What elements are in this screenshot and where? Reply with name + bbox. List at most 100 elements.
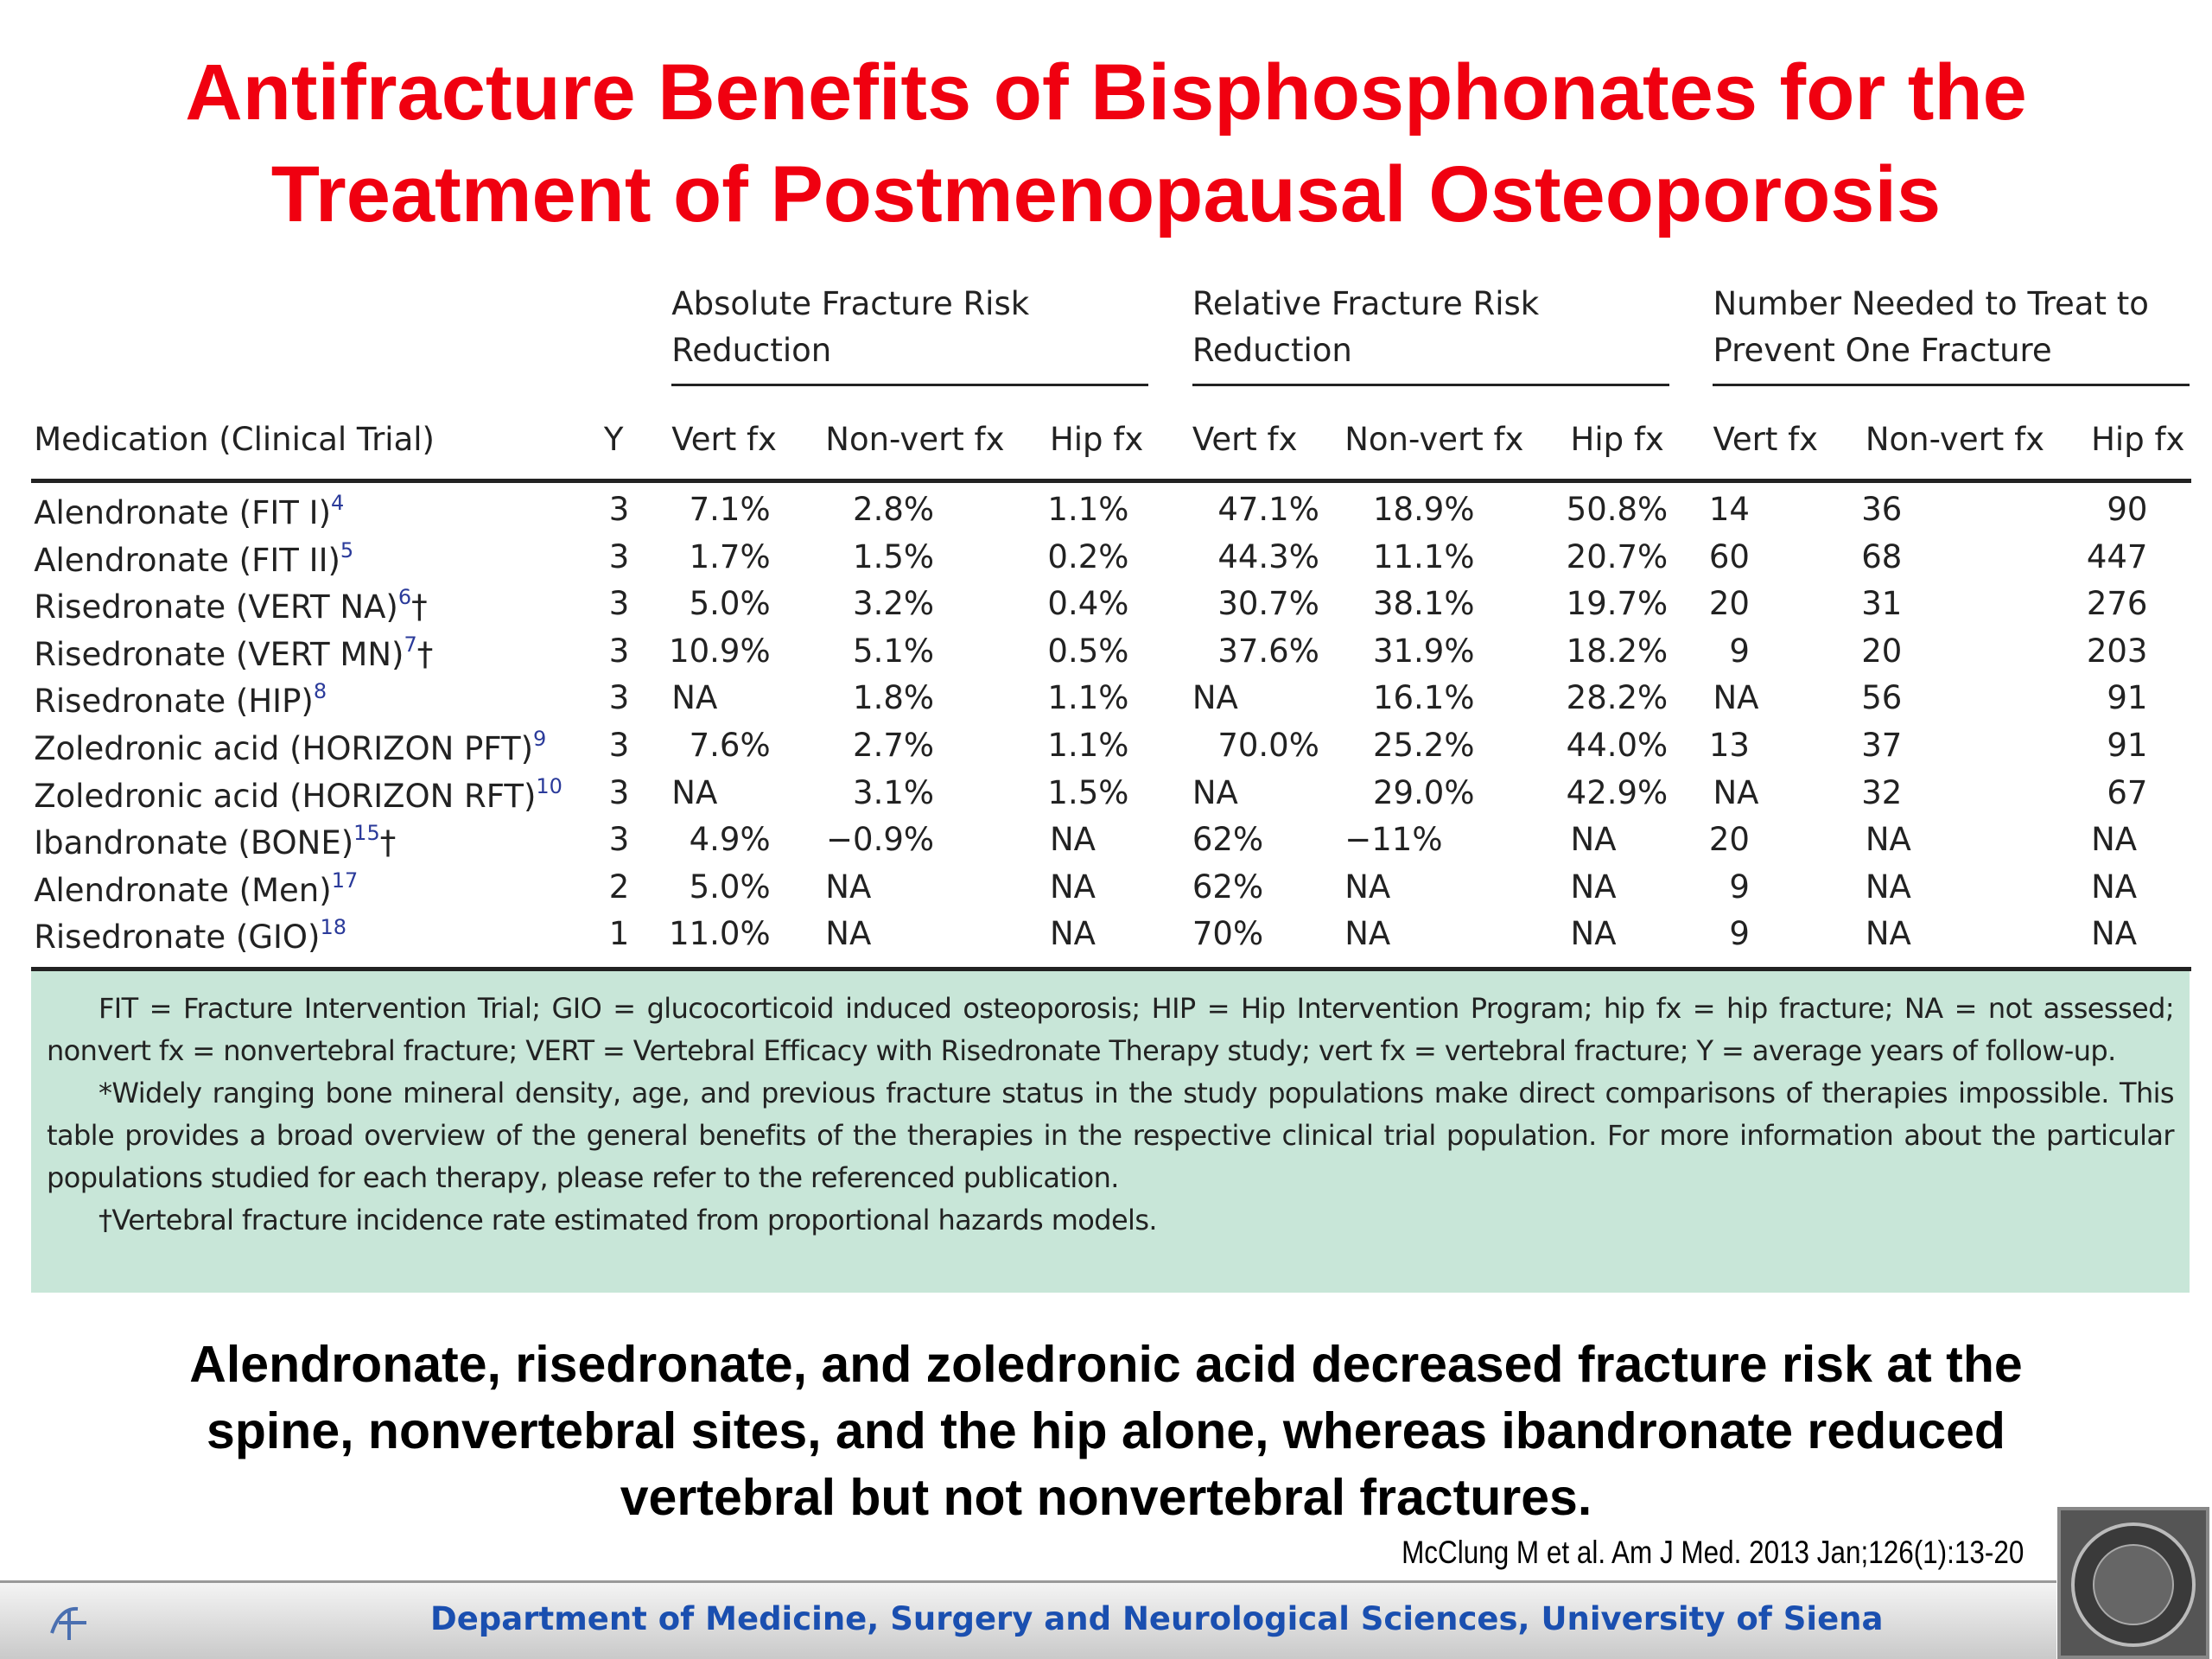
column-header: Vert fx [1713,420,1819,458]
reference: 4 [331,491,345,516]
footer-text: Department of Medicine, Surgery and Neur… [430,1600,1884,1637]
table-cell: NA [1570,821,1617,859]
table-cell: 7.1% [689,491,771,529]
group-header: Reduction [1192,331,1352,369]
table-cell: NA [825,868,872,906]
table-cell: 38.1% [1372,585,1475,623]
group-rule [1713,384,2190,387]
table-cell: 16.1% [1372,679,1475,717]
table-cell: NA [1865,868,1911,906]
table-cell: 19.7% [1566,585,1669,623]
table-cell: 20 [1861,632,1903,670]
table-cell: 70% [1192,915,1264,953]
table-cell: 31 [1861,585,1903,623]
table-cell: 44.3% [1217,537,1319,575]
table-cell: NA [2091,915,2138,953]
group-rule [671,384,1149,387]
table-cell: NA [1049,868,1096,906]
table-cell: 276 [2086,585,2148,623]
medication: Risedronate (GIO)18 [34,915,346,956]
group-header: Absolute Fracture Risk [671,284,1030,322]
footer-logo [50,1606,86,1640]
table-cell: 31.9% [1372,632,1475,670]
table-cell: 3 [608,773,630,811]
reference: 15 [353,821,380,846]
reference: 5 [340,537,354,563]
table-cell: NA [1570,915,1617,953]
title-line: Antifracture Benefits of Bisphosphonates… [185,48,2027,137]
conclusion-line: Alendronate, risedronate, and zoledronic… [189,1336,2023,1393]
medication: Risedronate (VERT MN)7† [34,632,433,673]
table-cell: NA [1049,821,1096,859]
medication: Risedronate (HIP)8 [34,679,327,720]
reference: 18 [320,915,347,940]
column-header: Non-vert fx [1344,420,1524,458]
table-cell: 60 [1708,537,1750,575]
table-cell: 70.0% [1217,726,1319,764]
reference: 17 [331,868,359,893]
medication: Alendronate (FIT II)5 [34,538,353,579]
table-cell: 91 [2107,679,2148,717]
dagger: † [379,824,397,862]
table-cell: 13 [1708,726,1750,764]
table-cell: 14 [1708,491,1750,529]
medication-name: Risedronate (GIO) [34,918,321,957]
table-cell: 37 [1861,726,1903,764]
table-cell: 3.2% [853,585,935,623]
medication-name: Alendronate (FIT II) [34,541,340,579]
table-cell: NA [1713,773,1759,811]
group-header: Prevent One Fracture [1713,331,2052,369]
table-cell: 203 [2086,632,2148,670]
table-bottom-rule [30,966,2192,971]
table-cell: 1.1% [1047,726,1129,764]
table-cell: 1.1% [1047,491,1129,529]
medication-name: Zoledronic acid (HORIZON PFT) [34,729,534,767]
table-cell: 3 [608,632,630,670]
table-cell: 44.0% [1566,726,1669,764]
footnotes: FIT = Fracture Intervention Trial; GIO =… [31,970,2190,1293]
column-header: Vert fx [1192,420,1298,458]
table-cell: 1.5% [853,537,935,575]
table-cell: 11.1% [1372,537,1475,575]
table-cell: −11% [1344,821,1443,859]
reference: 9 [533,726,547,751]
table-cell: 3 [608,726,630,764]
citation: McClung M et al. Am J Med. 2013 Jan;126(… [1401,1535,2024,1570]
table-cell: 29.0% [1372,773,1475,811]
table-cell: 1.8% [853,679,935,717]
table-cell: 1.7% [689,537,771,575]
reference: 7 [404,632,417,657]
medication: Zoledronic acid (HORIZON PFT)9 [34,727,546,767]
table-cell: NA [671,679,718,717]
table-cell: 50.8% [1566,491,1669,529]
reference: 8 [313,679,327,704]
table-cell: NA [1713,679,1759,717]
table-cell: 2.7% [853,726,935,764]
table-cell: 68 [1861,537,1903,575]
table-cell: 1.1% [1047,679,1129,717]
table-cell: NA [825,915,872,953]
medication: Alendronate (Men)17 [34,868,358,909]
group-rule [1192,384,1669,387]
table-cell: 0.4% [1047,585,1129,623]
column-header: Non-vert fx [825,420,1005,458]
table-cell: 9 [1729,632,1750,670]
column-header: Y [603,420,624,458]
medication-name: Ibandronate (BONE) [34,824,354,862]
table-cell: NA [1049,915,1096,953]
conclusion-line: spine, nonvertebral sites, and the hip a… [207,1402,2005,1459]
medication-name: Alendronate (FIT I) [34,494,332,532]
table-cell: NA [1865,821,1911,859]
table-cell: 10.9% [669,632,771,670]
column-header: Hip fx [2091,420,2185,458]
table-cell: 18.9% [1372,491,1475,529]
table-cell: 90 [2107,491,2148,529]
table-cell: 3 [608,491,630,529]
table-cell: NA [1344,915,1391,953]
table-cell: 20 [1708,821,1750,859]
table-cell: 1.5% [1047,773,1129,811]
table-cell: 2 [608,868,630,906]
table-cell: NA [671,773,718,811]
medication-name: Risedronate (HIP) [34,683,314,721]
